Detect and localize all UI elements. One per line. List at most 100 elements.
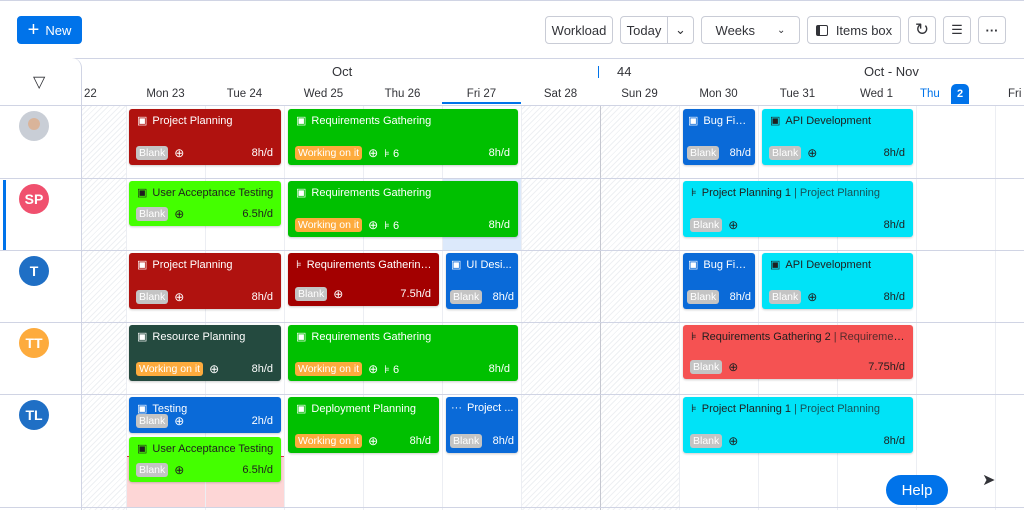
day-header: 22	[84, 88, 97, 100]
hours-per-day: 2h/d	[251, 415, 273, 427]
avatar[interactable]	[19, 111, 49, 141]
subitems-count[interactable]: ⊧ 6	[384, 363, 400, 376]
status-badge[interactable]: Blank	[136, 290, 169, 304]
task-card[interactable]: ▣ Bug Fixi... Blank 8h/d	[683, 253, 755, 309]
task-card[interactable]: ▣ Requirements Gathering Working on it ⊕ ⊧ 6…	[288, 181, 518, 237]
day-header: Mon 23	[146, 88, 185, 100]
settings-sliders-icon[interactable]: ☰	[943, 16, 971, 44]
status-badge[interactable]: Blank	[136, 146, 169, 160]
hours-per-day: 8h/d	[488, 363, 510, 375]
item-icon: ▣	[137, 331, 148, 343]
status-badge[interactable]: Blank	[687, 146, 720, 160]
item-icon: ▣	[770, 259, 781, 271]
add-update-icon[interactable]: ⊕	[174, 146, 185, 160]
task-card[interactable]: ▣ Resource Planning Working on it ⊕ 8h/d	[129, 325, 281, 381]
status-badge[interactable]: Working on it	[136, 362, 204, 376]
add-update-icon[interactable]: ⊕	[728, 218, 739, 232]
status-badge[interactable]: Blank	[136, 463, 169, 477]
avatar[interactable]: SP	[19, 184, 49, 214]
add-update-icon[interactable]: ⊕	[368, 434, 379, 448]
task-card[interactable]: ⊧ Requirements Gathering ... Blank ⊕ 7.5h/d	[288, 253, 439, 306]
day-header: Thu 26	[384, 88, 421, 100]
card-footer: Blank 8h/d	[687, 146, 751, 160]
task-card[interactable]: ··· Project ... Blank 8h/d	[446, 397, 518, 453]
card-footer: Blank ⊕ 8h/d	[136, 146, 273, 160]
card-parent-title: | Project Planning	[794, 403, 881, 415]
day-column-divider	[679, 105, 680, 510]
status-badge[interactable]: Blank	[450, 290, 483, 304]
task-card[interactable]: ⊧ Project Planning 1 | Project Planning Bla…	[683, 397, 913, 453]
avatar[interactable]: TL	[19, 400, 49, 430]
subitems-count[interactable]: ⊧ 6	[384, 147, 400, 160]
avatar[interactable]: T	[19, 256, 49, 286]
day-column-divider	[600, 105, 601, 510]
help-button[interactable]: Help	[886, 475, 948, 505]
status-badge[interactable]: Blank	[450, 434, 483, 448]
add-update-icon[interactable]: ⊕	[368, 146, 379, 160]
status-badge[interactable]: Blank	[136, 207, 169, 221]
task-card[interactable]: ▣ Bug Fixi... Blank 8h/d	[683, 109, 755, 165]
status-badge[interactable]: Blank	[687, 290, 720, 304]
filter-icon[interactable]: ▽	[33, 74, 46, 91]
task-card[interactable]: ▣ Requirements Gathering Working on it ⊕ ⊧ 6…	[288, 325, 518, 381]
status-badge[interactable]: Blank	[136, 414, 169, 428]
task-card[interactable]: ▣ User Acceptance Testing Blank ⊕ 6.5h/d	[129, 181, 281, 226]
add-update-icon[interactable]: ⊕	[728, 434, 739, 448]
item-icon: ▣	[137, 443, 148, 455]
card-footer: Blank ⊕ 7.5h/d	[295, 287, 431, 301]
new-button[interactable]: + New	[17, 16, 82, 44]
status-badge[interactable]: Blank	[295, 287, 328, 301]
day-header: Sat 28	[543, 88, 578, 100]
card-footer: Working on it ⊕ 8h/d	[295, 434, 431, 448]
add-update-icon[interactable]: ⊕	[807, 290, 818, 304]
task-card[interactable]: ▣ Deployment Planning Working on it ⊕ 8h/d	[288, 397, 439, 453]
add-update-icon[interactable]: ⊕	[368, 362, 379, 376]
day-column-divider	[758, 105, 759, 510]
today-dropdown-chevron-icon[interactable]: ⌄	[667, 16, 694, 44]
task-card[interactable]: ▣ UI Desi... Blank 8h/d	[446, 253, 518, 309]
status-badge[interactable]: Working on it	[295, 362, 363, 376]
add-update-icon[interactable]: ⊕	[728, 360, 739, 374]
status-badge[interactable]: Working on it	[295, 434, 363, 448]
subitems-count[interactable]: ⊧ 6	[384, 219, 400, 232]
refresh-icon[interactable]: ↻	[908, 16, 936, 44]
add-update-icon[interactable]: ⊕	[209, 362, 220, 376]
card-title-row: ▣ Requirements Gathering	[296, 186, 512, 199]
task-card[interactable]: ⊧ Project Planning 1 | Project Planning Bla…	[683, 181, 913, 237]
task-card[interactable]: ▣ Project Planning Blank ⊕ 8h/d	[129, 253, 281, 309]
item-icon: ▣	[770, 115, 781, 127]
status-badge[interactable]: Working on it	[295, 218, 363, 232]
status-badge[interactable]: Working on it	[295, 146, 363, 160]
hours-per-day: 6.5h/d	[242, 208, 273, 220]
status-badge[interactable]: Blank	[690, 360, 723, 374]
more-options-icon[interactable]: ···	[978, 16, 1006, 44]
item-icon: ▣	[296, 403, 307, 415]
task-card[interactable]: ▣ Project Planning Blank ⊕ 8h/d	[129, 109, 281, 165]
task-card[interactable]: ▣ API Development Blank ⊕ 8h/d	[762, 109, 913, 165]
add-update-icon[interactable]: ⊕	[333, 287, 344, 301]
add-update-icon[interactable]: ⊕	[807, 146, 818, 160]
status-badge[interactable]: Blank	[690, 218, 723, 232]
items-box-button[interactable]: Items box	[807, 16, 901, 44]
row-divider	[0, 507, 1024, 508]
task-card[interactable]: ⊧ Requirements Gathering 2 | Requirement..…	[683, 325, 913, 379]
status-badge[interactable]: Blank	[769, 146, 802, 160]
add-update-icon[interactable]: ⊕	[174, 463, 185, 477]
card-footer: Blank ⊕ 8h/d	[690, 434, 905, 448]
add-update-icon[interactable]: ⊕	[174, 207, 185, 221]
status-badge[interactable]: Blank	[769, 290, 802, 304]
task-card[interactable]: ▣ API Development Blank ⊕ 8h/d	[762, 253, 913, 309]
add-update-icon[interactable]: ⊕	[174, 290, 185, 304]
task-card[interactable]: ▣ User Acceptance Testing Blank ⊕ 6.5h/d	[129, 437, 281, 482]
today-button[interactable]: Today	[620, 16, 668, 44]
view-select[interactable]: Weeks ⌄	[701, 16, 800, 44]
card-title-row: ⊧ Requirements Gathering ...	[296, 258, 433, 271]
add-update-icon[interactable]: ⊕	[174, 414, 185, 428]
task-card[interactable]: ▣ Requirements Gathering Working on it ⊕ ⊧ 6…	[288, 109, 518, 165]
workload-button[interactable]: Workload	[545, 16, 613, 44]
status-badge[interactable]: Blank	[690, 434, 723, 448]
row-divider	[0, 250, 1024, 251]
add-update-icon[interactable]: ⊕	[368, 218, 379, 232]
task-card[interactable]: ▣ Testing Blank ⊕ 2h/d	[129, 397, 281, 433]
avatar[interactable]: TT	[19, 328, 49, 358]
